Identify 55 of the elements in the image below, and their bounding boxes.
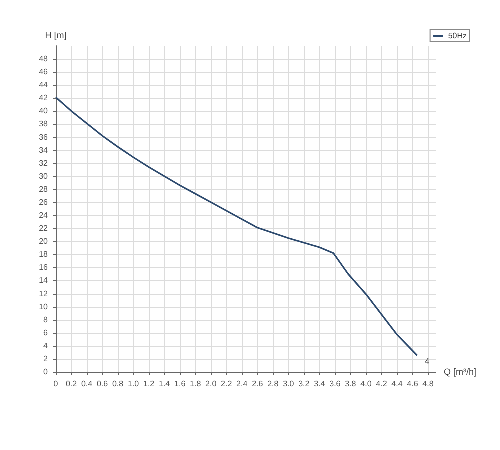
y-tick-label: 44 bbox=[39, 80, 49, 90]
y-tick-label: 18 bbox=[39, 250, 49, 260]
y-tick-label: 4 bbox=[44, 341, 49, 350]
x-tick-label: 1.4 bbox=[159, 380, 171, 388]
x-tick-label: 1.6 bbox=[174, 380, 186, 388]
x-tick-label: 1.2 bbox=[144, 380, 156, 388]
y-tick-label: 36 bbox=[39, 132, 49, 142]
x-tick-label: 0.8 bbox=[112, 380, 124, 388]
x-tick-label: 3.8 bbox=[345, 380, 357, 388]
x-tick-label: 2.2 bbox=[221, 380, 233, 388]
x-tick-label: 2.8 bbox=[268, 380, 280, 388]
y-tick-label: 16 bbox=[39, 263, 49, 272]
y-tick-label: 42 bbox=[39, 94, 49, 103]
y-tick-label: 32 bbox=[39, 158, 49, 168]
x-tick-label: 2.6 bbox=[252, 380, 264, 388]
y-tick-label: 28 bbox=[39, 184, 49, 194]
x-tick-label: 0.2 bbox=[66, 380, 78, 388]
x-tick-label: 4.4 bbox=[392, 380, 404, 388]
x-tick-label: 0.6 bbox=[96, 380, 109, 388]
y-tick-label: 24 bbox=[39, 211, 49, 220]
y-tick-label: 10 bbox=[39, 302, 49, 312]
y-tick-label: 38 bbox=[39, 120, 49, 129]
y-tick-label: 8 bbox=[44, 315, 49, 324]
x-axis-title: Q [m³/h] bbox=[444, 367, 477, 377]
x-tick-label: 3.2 bbox=[298, 380, 310, 388]
y-tick-label: 20 bbox=[39, 237, 49, 246]
y-tick-label: 6 bbox=[44, 328, 49, 338]
x-tick-label: 0.4 bbox=[81, 380, 94, 388]
y-tick-label: 40 bbox=[39, 106, 49, 116]
x-tick-label: 1.0 bbox=[128, 380, 140, 388]
x-tick-label: 0 bbox=[54, 380, 59, 388]
x-tick-label: 3.6 bbox=[330, 380, 342, 388]
x-tick-label: 4.2 bbox=[376, 380, 388, 388]
x-tick-label: 3.4 bbox=[314, 380, 326, 388]
y-tick-label: 34 bbox=[39, 146, 49, 155]
y-tick-label: 0 bbox=[44, 368, 49, 376]
y-tick-label: 12 bbox=[39, 289, 49, 298]
x-tick-label: 3.0 bbox=[283, 380, 295, 388]
x-tick-label: 2.0 bbox=[206, 380, 218, 388]
x-tick-label: 4.0 bbox=[360, 380, 372, 388]
line-series bbox=[55, 96, 418, 356]
x-tick-label: 4.8 bbox=[422, 380, 434, 388]
annotation: 4 bbox=[425, 357, 430, 366]
x-tick-label: 1.8 bbox=[190, 380, 202, 388]
y-tick-label: 26 bbox=[39, 198, 49, 207]
y-tick-label: 2 bbox=[44, 354, 49, 364]
y-tick-label: 30 bbox=[39, 172, 49, 181]
x-tick-label: 4.6 bbox=[407, 380, 419, 388]
y-tick-label: 46 bbox=[39, 68, 49, 77]
y-tick-label: 48 bbox=[39, 54, 49, 64]
y-tick-label: 22 bbox=[39, 224, 49, 234]
x-tick-label: 2.4 bbox=[236, 380, 248, 388]
y-tick-label: 14 bbox=[39, 276, 49, 286]
y-axis-title: H [m] bbox=[45, 30, 67, 40]
legend-label: 50Hz bbox=[448, 32, 468, 40]
